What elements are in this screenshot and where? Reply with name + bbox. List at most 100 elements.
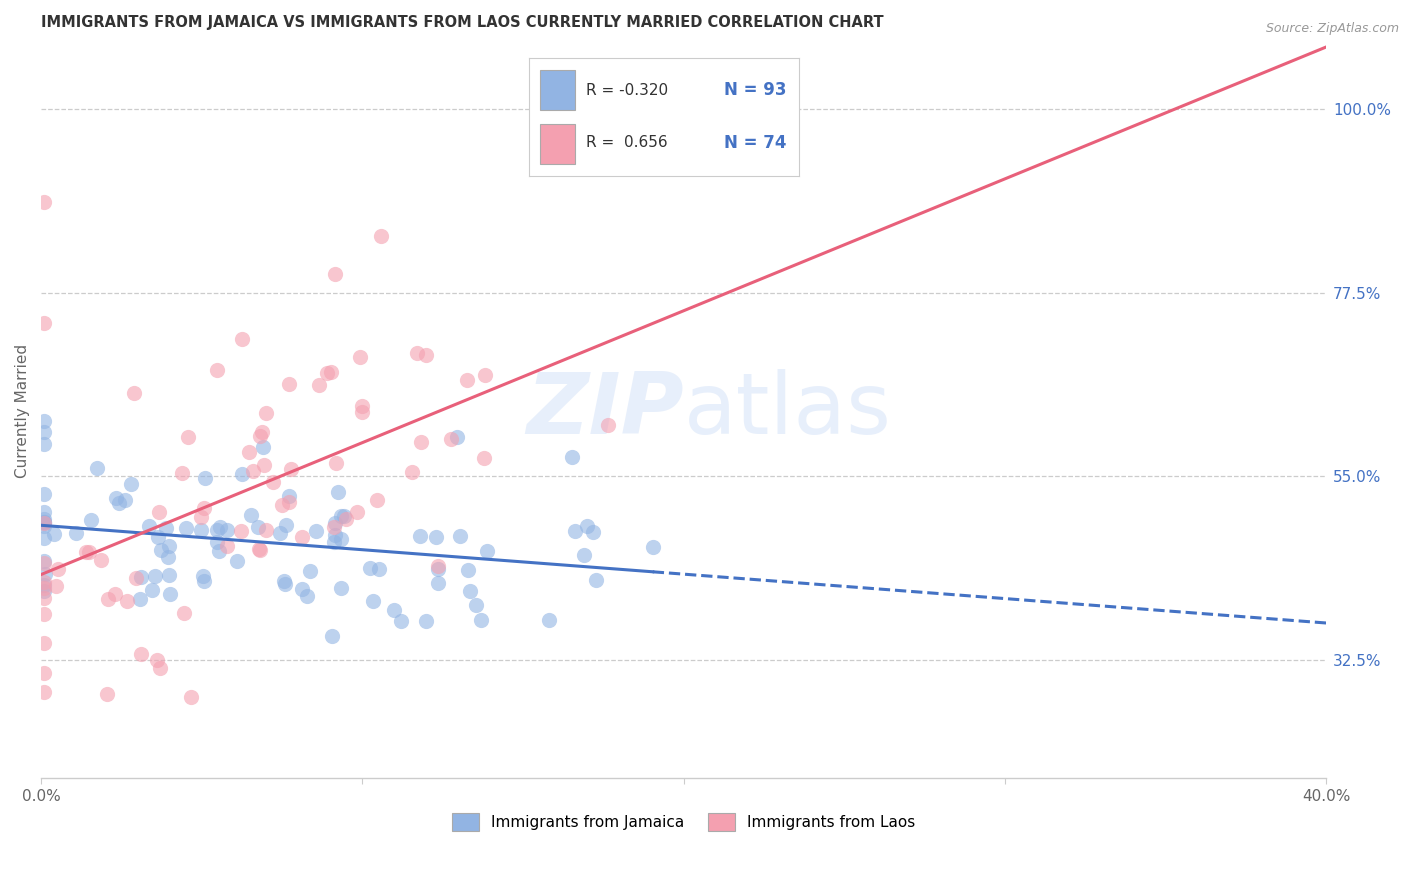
Point — [576, 518, 599, 533]
Point — [322, 520, 344, 534]
Point — [449, 529, 471, 543]
Point — [409, 528, 432, 542]
Point — [271, 499, 294, 513]
Point — [34, 591, 56, 606]
Point — [149, 661, 172, 675]
Point — [156, 550, 179, 565]
Point — [34, 505, 56, 519]
Point — [426, 576, 449, 591]
Point — [458, 583, 481, 598]
Point — [46, 562, 69, 576]
Point — [456, 373, 478, 387]
Point — [34, 425, 56, 439]
Point — [97, 592, 120, 607]
Point — [231, 467, 253, 482]
Point — [34, 518, 56, 533]
Point — [464, 598, 486, 612]
Point — [361, 594, 384, 608]
Point — [254, 406, 277, 420]
Point — [129, 592, 152, 607]
Point — [157, 567, 180, 582]
Point — [269, 526, 291, 541]
Point — [75, 545, 97, 559]
Point — [34, 316, 56, 330]
Point — [96, 688, 118, 702]
Point — [346, 505, 368, 519]
Point — [278, 495, 301, 509]
Point — [325, 456, 347, 470]
Y-axis label: Currently Married: Currently Married — [15, 344, 30, 478]
Point — [226, 554, 249, 568]
Point — [145, 653, 167, 667]
Point — [150, 542, 173, 557]
Point — [308, 377, 330, 392]
Point — [323, 516, 346, 530]
Point — [34, 607, 56, 622]
Point — [249, 429, 271, 443]
Point — [352, 405, 374, 419]
Point — [415, 614, 437, 628]
Point — [321, 629, 343, 643]
Point — [475, 544, 498, 558]
Point — [280, 462, 302, 476]
Point — [34, 567, 56, 582]
Point — [174, 521, 197, 535]
Text: ZIP: ZIP — [526, 369, 683, 452]
Text: Source: ZipAtlas.com: Source: ZipAtlas.com — [1265, 22, 1399, 36]
Point — [170, 466, 193, 480]
Point — [641, 541, 664, 555]
Point — [190, 523, 212, 537]
Point — [295, 589, 318, 603]
Point — [585, 573, 607, 587]
Point — [207, 362, 229, 376]
Point — [538, 613, 561, 627]
Point — [44, 526, 66, 541]
Point — [193, 501, 215, 516]
Point — [217, 539, 239, 553]
Point — [34, 575, 56, 590]
Point — [34, 194, 56, 209]
Point — [329, 532, 352, 546]
Point — [80, 512, 103, 526]
Point — [474, 368, 496, 382]
Point — [446, 430, 468, 444]
Point — [276, 518, 298, 533]
Point — [319, 365, 342, 379]
Point — [330, 508, 353, 523]
Point — [176, 430, 198, 444]
Point — [34, 414, 56, 428]
Point — [34, 516, 56, 530]
Point — [582, 525, 605, 540]
Point — [330, 581, 353, 595]
Point — [34, 578, 56, 592]
Point — [368, 562, 391, 576]
Point — [298, 565, 321, 579]
Point — [122, 385, 145, 400]
Point — [561, 450, 583, 465]
Point — [596, 417, 619, 432]
Point — [401, 465, 423, 479]
Point — [205, 534, 228, 549]
Point — [242, 463, 264, 477]
Point — [252, 440, 274, 454]
Point — [34, 584, 56, 599]
Point — [247, 519, 270, 533]
Point — [440, 432, 463, 446]
Point — [247, 541, 270, 556]
Point — [278, 489, 301, 503]
Point — [349, 350, 371, 364]
Point — [350, 399, 373, 413]
Point — [193, 574, 215, 588]
Point — [157, 539, 180, 553]
Point — [370, 229, 392, 244]
Point — [291, 530, 314, 544]
Point — [262, 475, 284, 489]
Point — [249, 543, 271, 558]
Point — [322, 535, 344, 549]
Point — [77, 544, 100, 558]
Point — [274, 576, 297, 591]
Point — [238, 444, 260, 458]
Point — [323, 268, 346, 282]
Point — [34, 516, 56, 530]
Point — [34, 515, 56, 529]
